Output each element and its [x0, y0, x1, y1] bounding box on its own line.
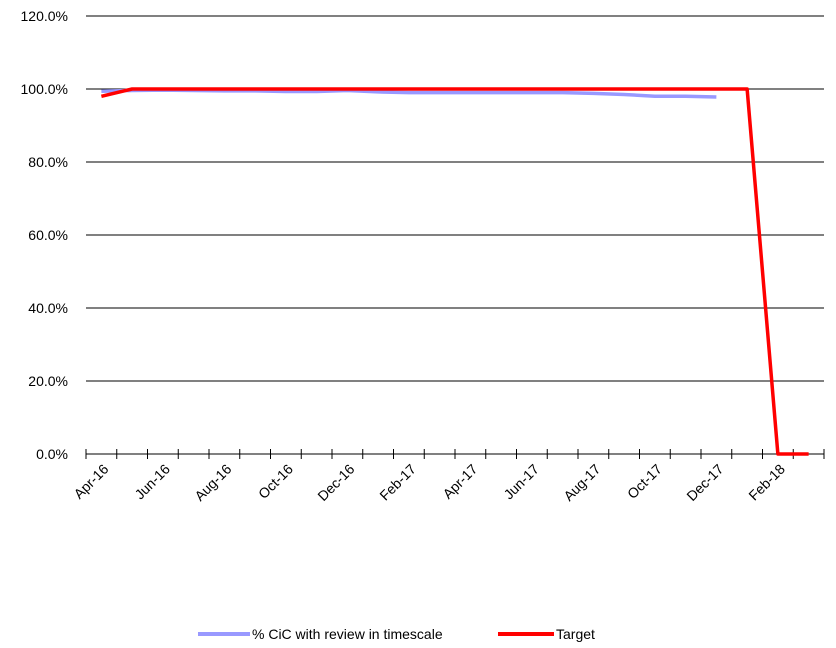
x-tick-label: Oct-17 — [624, 461, 665, 502]
x-axis: Apr-16 Jun-16 Aug-16 Oct-16 Dec-16 Feb-17 Apr-… — [70, 449, 825, 504]
legend-label: Target — [556, 626, 595, 642]
x-tick-label: Aug-16 — [191, 461, 234, 504]
y-tick-label: 80.0% — [28, 154, 68, 170]
y-axis-tick-labels: 0.0% 20.0% 40.0% 60.0% 80.0% 100.0% 120.0% — [21, 8, 68, 462]
series-line — [100, 87, 809, 456]
x-tick-label: Apr-17 — [439, 461, 480, 502]
legend: % CiC with review in timescale Target — [198, 626, 595, 642]
x-tick-label: Dec-16 — [314, 461, 357, 504]
x-tick-label: Jun-16 — [131, 461, 173, 503]
x-tick-label: Feb-18 — [745, 461, 788, 504]
x-tick-label: Oct-16 — [255, 461, 296, 502]
gridlines — [86, 15, 824, 382]
y-tick-label: 120.0% — [21, 8, 68, 24]
x-tick-label: Apr-16 — [70, 461, 111, 502]
y-tick-label: 20.0% — [28, 373, 68, 389]
x-tick-label: Feb-17 — [376, 461, 419, 504]
x-tick-label: Dec-17 — [683, 461, 726, 504]
y-tick-label: 100.0% — [21, 81, 68, 97]
y-tick-label: 0.0% — [36, 446, 68, 462]
series-lines — [100, 87, 809, 456]
x-tick-label: Aug-17 — [560, 461, 603, 504]
legend-label: % CiC with review in timescale — [252, 626, 443, 642]
series-line — [101, 88, 717, 99]
y-tick-label: 40.0% — [28, 300, 68, 316]
y-tick-label: 60.0% — [28, 227, 68, 243]
x-tick-label: Jun-17 — [500, 461, 542, 503]
